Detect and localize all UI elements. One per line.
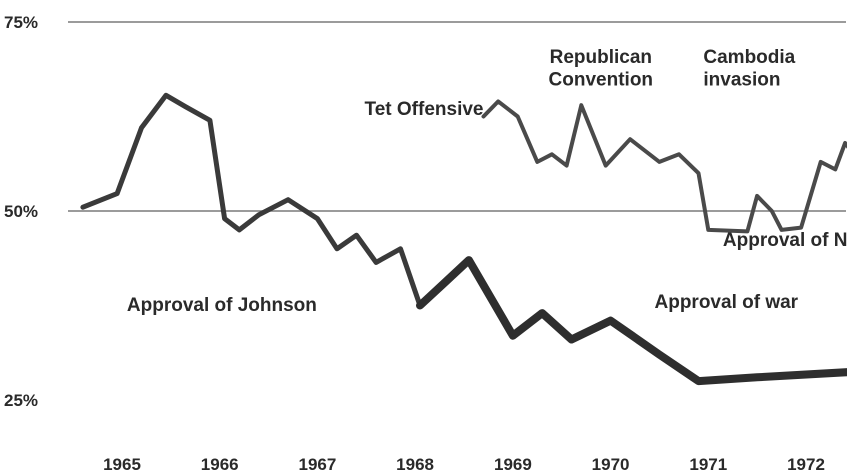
annotation-tet-offensive: Tet Offensive — [365, 99, 484, 120]
data-point-approval-of-nixon-16 — [780, 229, 783, 231]
data-point-approval-of-war-2 — [468, 259, 470, 261]
data-point-approval-of-war-4 — [541, 312, 543, 314]
data-point-approval-of-johnson-5 — [209, 119, 211, 122]
data-point-approval-of-nixon-10 — [678, 153, 680, 156]
data-point-approval-of-nixon-9 — [658, 161, 661, 163]
x-tick-label-1971: 1971 — [689, 455, 727, 473]
data-point-approval-of-johnson-14 — [399, 248, 402, 250]
data-point-approval-of-nixon-1 — [497, 100, 500, 103]
data-point-approval-of-nixon-17 — [800, 226, 802, 229]
x-tick-label-1972: 1972 — [787, 455, 825, 473]
series-line-approval-of-nixon — [481, 99, 847, 234]
data-point-approval-of-war-5 — [570, 338, 573, 341]
data-point-approval-of-johnson-12 — [355, 234, 358, 236]
data-point-approval-of-johnson-1 — [116, 192, 118, 195]
series-line-approval-of-war — [416, 256, 847, 386]
y-axis-tick-labels: 75% 50% 25% — [4, 13, 38, 410]
data-point-approval-of-nixon-3 — [536, 161, 539, 163]
data-point-approval-of-nixon-8 — [629, 138, 631, 140]
y-tick-label-75: 75% — [4, 13, 38, 32]
data-point-approval-of-johnson-6 — [223, 217, 226, 220]
data-point-approval-of-nixon-0 — [482, 115, 485, 118]
series-line-approval-of-johnson — [80, 92, 472, 308]
x-tick-label-1969: 1969 — [494, 455, 532, 473]
data-point-approval-of-nixon-7 — [604, 164, 607, 167]
data-point-approval-of-johnson-7 — [238, 229, 241, 231]
data-point-approval-of-nixon-6 — [580, 104, 583, 106]
x-tick-label-1966: 1966 — [201, 455, 239, 473]
data-point-approval-of-nixon-19 — [834, 168, 837, 171]
data-point-approval-of-war-1 — [443, 282, 446, 284]
annotation-approval-of-nixon: Approval of Nixon — [723, 230, 847, 251]
data-point-approval-of-johnson-11 — [336, 248, 338, 250]
data-point-approval-of-johnson-8 — [258, 214, 260, 216]
data-point-approval-of-nixon-11 — [697, 172, 700, 174]
data-point-approval-of-nixon-20 — [844, 142, 846, 144]
data-point-approval-of-nixon-15 — [771, 210, 773, 212]
data-point-approval-of-nixon-13 — [746, 230, 749, 233]
gridlines — [68, 21, 846, 212]
x-axis-tick-labels: 1965 1966 1967 1968 1969 1970 1971 1972 — [103, 455, 825, 473]
annotation-invasion: invasion — [703, 70, 780, 91]
x-tick-label-1968: 1968 — [396, 455, 434, 473]
data-point-approval-of-war-9 — [756, 376, 758, 379]
data-point-approval-of-war-6 — [609, 319, 612, 322]
data-point-approval-of-johnson-3 — [165, 94, 167, 97]
annotation-cambodia: Cambodia — [703, 47, 795, 68]
data-point-approval-of-johnson-4 — [184, 105, 187, 108]
data-point-approval-of-nixon-5 — [565, 164, 568, 167]
data-point-approval-of-nixon-4 — [551, 153, 553, 156]
data-point-approval-of-war-7 — [658, 353, 661, 356]
data-point-approval-of-nixon-12 — [707, 229, 710, 231]
data-point-approval-of-war-3 — [512, 334, 514, 337]
data-point-approval-of-nixon-18 — [819, 161, 822, 163]
data-point-approval-of-johnson-9 — [287, 198, 289, 201]
annotation-approval-of-war: Approval of war — [655, 292, 799, 313]
data-point-approval-of-nixon-2 — [516, 115, 519, 118]
x-tick-label-1965: 1965 — [103, 455, 141, 473]
y-tick-label-25: 25% — [4, 391, 38, 410]
x-tick-label-1970: 1970 — [592, 455, 630, 473]
data-point-approval-of-johnson-10 — [316, 217, 319, 220]
data-point-approval-of-war-0 — [419, 304, 421, 307]
series-lines — [80, 92, 847, 386]
data-point-approval-of-johnson-2 — [140, 127, 143, 129]
data-point-approval-of-war-8 — [697, 380, 700, 382]
annotation-approval-of-johnson: Approval of Johnson — [127, 295, 317, 316]
data-point-approval-of-johnson-0 — [82, 206, 84, 208]
y-tick-label-50: 50% — [4, 202, 38, 221]
annotation-republican: Republican — [550, 47, 652, 68]
data-point-approval-of-nixon-14 — [756, 195, 758, 197]
data-point-approval-of-johnson-13 — [375, 261, 377, 264]
annotation-convention: Convention — [549, 70, 654, 91]
x-tick-label-1967: 1967 — [298, 455, 336, 473]
